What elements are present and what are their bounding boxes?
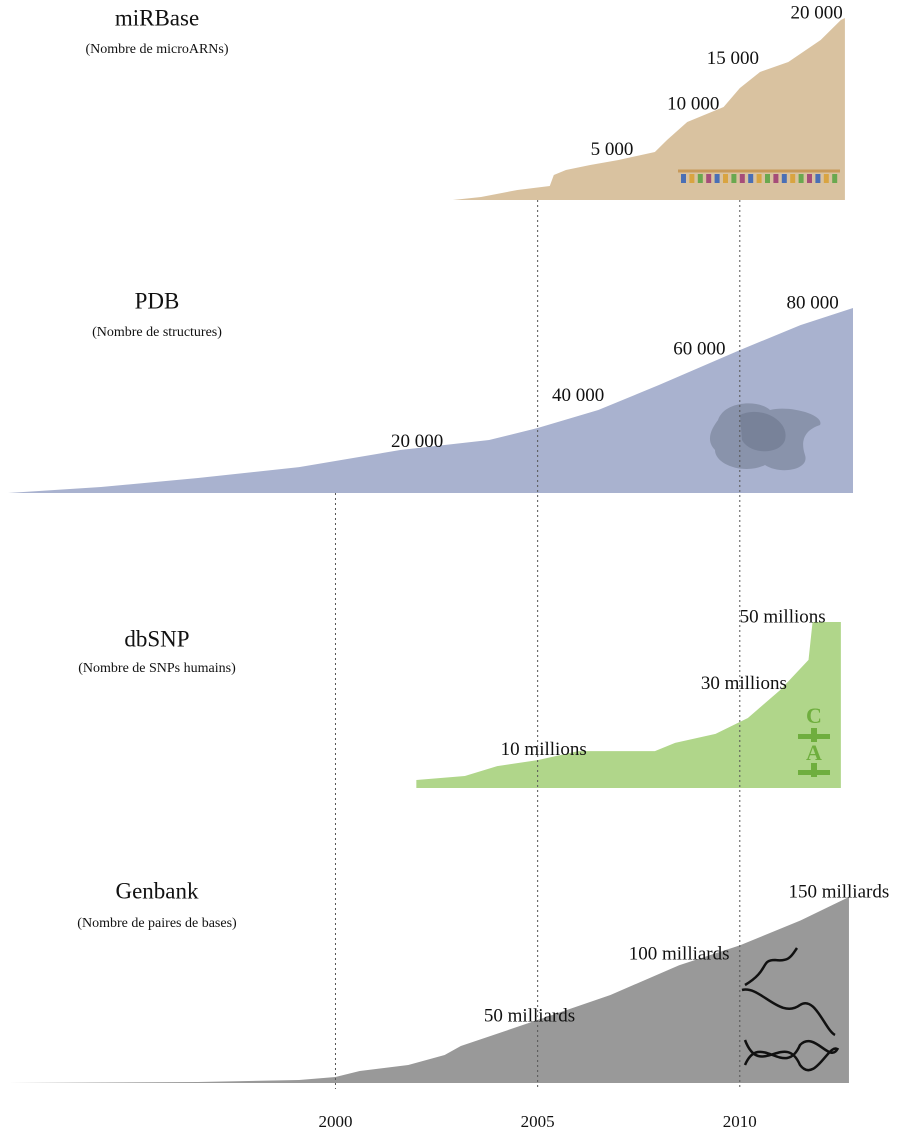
rna-base	[823, 174, 829, 183]
panel-subtitle: (Nombre de structures)	[92, 325, 222, 340]
rna-bases	[681, 174, 838, 183]
rna-base	[798, 174, 804, 183]
rna-base	[807, 174, 812, 183]
rna-base	[756, 174, 762, 183]
annotation: 50 millions	[740, 606, 826, 627]
annotation: 10 000	[667, 93, 719, 114]
protein-icon	[740, 411, 786, 452]
rna-base	[815, 174, 821, 183]
panel-title: dbSNP	[124, 626, 189, 651]
x-tick-label: 2000	[318, 1112, 352, 1131]
panel-subtitle: (Nombre de paires de bases)	[77, 916, 237, 931]
area	[452, 18, 845, 200]
area	[8, 897, 849, 1083]
rna-base	[748, 174, 754, 183]
decorations	[678, 169, 840, 1072]
rna-base	[765, 174, 770, 183]
x-tick-label: 2005	[521, 1112, 555, 1131]
rna-base	[714, 174, 720, 183]
rna-base	[689, 174, 695, 183]
panel-subtitle: (Nombre de microARNs)	[85, 42, 228, 57]
rna-base	[832, 174, 838, 183]
rna-base	[697, 174, 703, 183]
panel-title: Genbank	[115, 878, 199, 903]
panel-title: miRBase	[115, 5, 199, 30]
rna-base	[739, 174, 745, 183]
annotation: 20 000	[790, 2, 842, 23]
rna-base	[773, 174, 779, 183]
annotation: 50 milliards	[484, 1005, 575, 1026]
rna-base	[790, 174, 796, 183]
annotation: 60 000	[673, 339, 725, 360]
annotation: 40 000	[552, 385, 604, 406]
panel-subtitle: (Nombre de SNPs humains)	[78, 661, 236, 676]
annotation: 5 000	[591, 139, 634, 160]
annotation: 30 millions	[701, 673, 787, 694]
area	[8, 308, 853, 493]
annotation: 15 000	[707, 48, 759, 69]
annotation: 100 milliards	[629, 943, 730, 964]
rna-base	[681, 174, 686, 183]
snp-letter: C	[806, 703, 822, 728]
rna-base	[781, 174, 787, 183]
snp-icon	[798, 728, 830, 777]
annotation: 10 millions	[501, 739, 587, 760]
rna-base	[723, 174, 728, 183]
rna-base	[706, 174, 712, 183]
x-tick-label: 2010	[723, 1112, 757, 1131]
annotation: 20 000	[391, 431, 443, 452]
panel-title: PDB	[135, 288, 180, 313]
snp-letter: A	[806, 740, 822, 765]
rna-base	[731, 174, 737, 183]
dna-icon	[741, 947, 840, 1072]
area	[416, 622, 841, 788]
annotation: 150 milliards	[788, 881, 889, 902]
annotation: 80 000	[786, 292, 838, 313]
